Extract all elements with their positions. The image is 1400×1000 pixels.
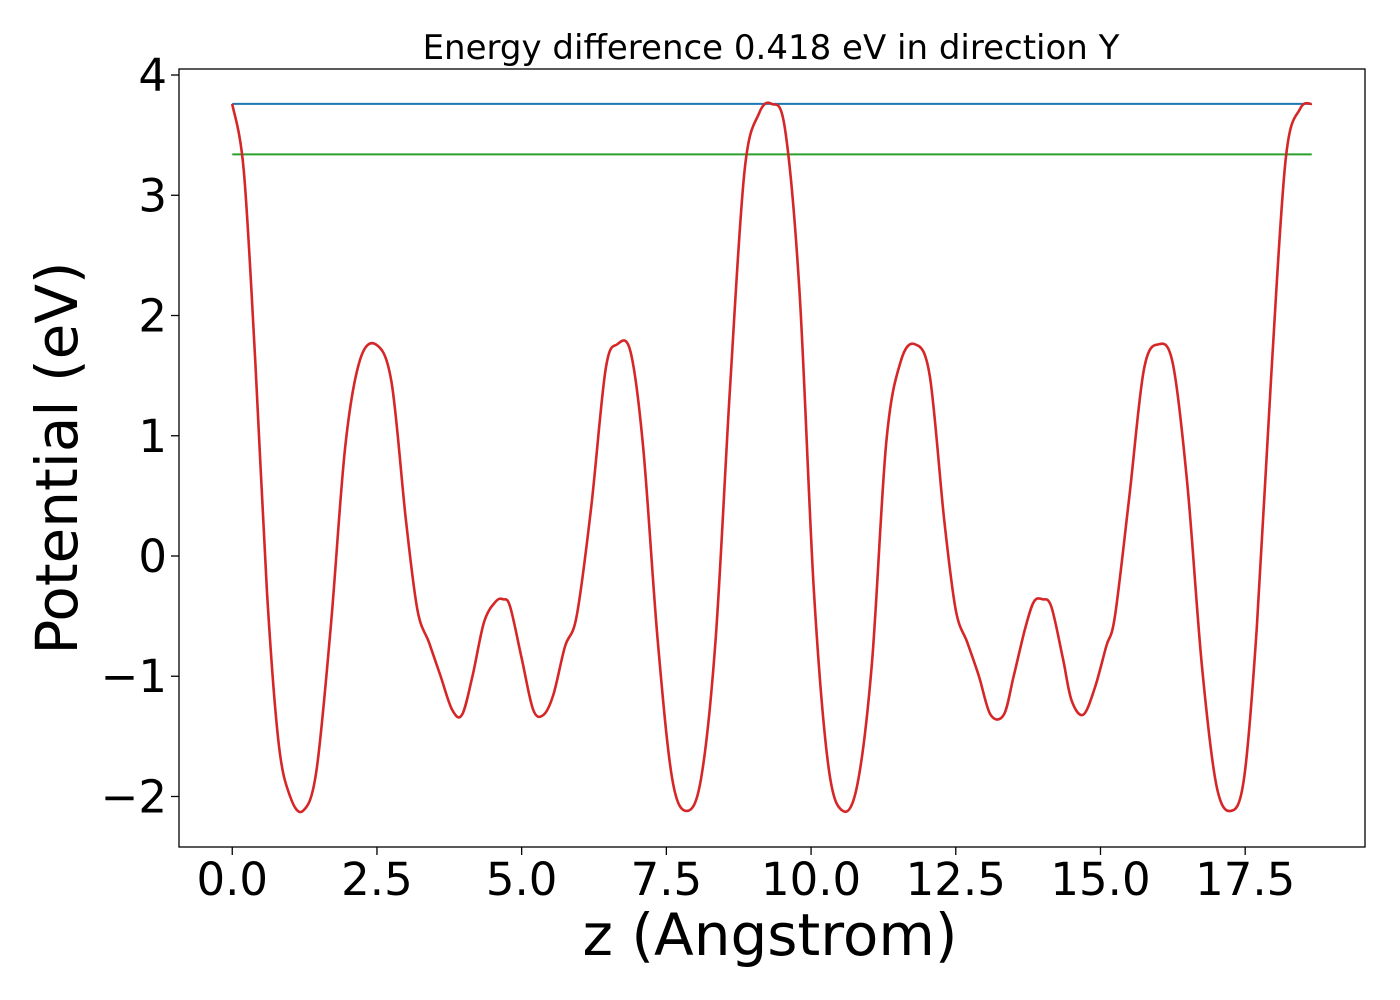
x-axis-ticks: 0.0 2.5 5.0 7.5 10.0 12.5 15.0 17.5 <box>196 847 1295 906</box>
x-tick-label: 0.0 <box>196 853 268 906</box>
plot-lines <box>230 101 1313 814</box>
y-tick-label: 1 <box>138 410 167 463</box>
y-tick-label: 0 <box>138 530 167 583</box>
y-tick-label: −2 <box>101 770 167 823</box>
x-tick-label: 5.0 <box>486 853 558 906</box>
x-tick-label: 12.5 <box>906 853 1006 906</box>
y-tick-label: 2 <box>138 290 167 343</box>
y-tick-label: 4 <box>138 49 167 102</box>
x-tick-label: 15.0 <box>1050 853 1150 906</box>
x-tick-label: 2.5 <box>341 853 413 906</box>
x-tick-label: 10.0 <box>761 853 861 906</box>
y-axis-ticks: −2 −1 0 1 2 3 4 <box>101 49 179 823</box>
y-tick-label: 3 <box>138 169 167 222</box>
y-tick-label: −1 <box>101 650 167 703</box>
chart-title: Energy difference 0.418 eV in direction … <box>423 28 1120 68</box>
series-line-2 <box>230 101 1313 814</box>
y-axis-label: Potential (eV) <box>23 261 91 654</box>
x-axis-label: z (Angstrom) <box>583 901 958 969</box>
plot-frame <box>178 68 1366 848</box>
x-tick-label: 7.5 <box>631 853 703 906</box>
x-tick-label: 17.5 <box>1195 853 1295 906</box>
